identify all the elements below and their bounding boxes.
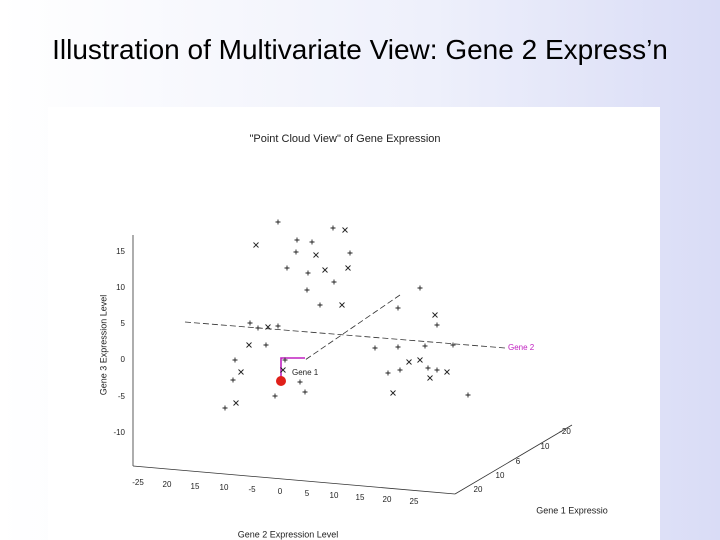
point (422, 343, 428, 349)
z-tick-label: -5 (118, 392, 126, 401)
point (284, 265, 290, 271)
z-axis-label: Gene 3 Expression Level (98, 295, 108, 396)
y-tick-label: 20 (383, 495, 392, 504)
point (450, 342, 456, 348)
point (342, 227, 348, 233)
y-tick-label: -25 (132, 478, 144, 487)
point (331, 279, 337, 285)
point (425, 365, 431, 371)
x-tick-label: 10 (541, 442, 550, 451)
point (302, 389, 308, 395)
point (233, 400, 239, 406)
figure-title: "Point Cloud View" of Gene Expression (249, 133, 440, 145)
point (255, 325, 261, 331)
x-tick-label: 20 (474, 485, 483, 494)
point (345, 265, 351, 271)
point (385, 370, 391, 376)
point (275, 219, 281, 225)
slide-title: Illustration of Multivariate View: Gene … (52, 34, 668, 65)
point (395, 305, 401, 311)
z-tick-label: 15 (116, 247, 125, 256)
point (263, 342, 269, 348)
y-tick-label: 25 (410, 497, 419, 506)
figure-background (48, 107, 660, 540)
point (309, 239, 315, 245)
z-tick-label: 5 (121, 319, 126, 328)
gene1-label: Gene 1 (292, 368, 319, 377)
point (372, 345, 378, 351)
z-tick-label: -10 (113, 428, 125, 437)
x-tick-label: 10 (496, 471, 505, 480)
point (238, 369, 244, 375)
point (434, 367, 440, 373)
y-tick-label: 10 (330, 491, 339, 500)
point (272, 393, 278, 399)
y-tick-label: 15 (356, 493, 365, 502)
point (305, 270, 311, 276)
point (427, 375, 433, 381)
point (253, 242, 259, 248)
point (322, 267, 328, 273)
point-cloud (222, 219, 471, 411)
point (297, 379, 303, 385)
point (313, 252, 319, 258)
point (444, 369, 450, 375)
y-tick-label: 10 (220, 483, 229, 492)
y-tick-label: 5 (305, 489, 310, 498)
point (417, 357, 423, 363)
highlight-point (276, 376, 286, 386)
axes (132, 235, 573, 495)
point (434, 322, 440, 328)
point (265, 324, 271, 330)
z-tick-label: 10 (116, 283, 125, 292)
point (432, 312, 438, 318)
point (395, 344, 401, 350)
point (282, 357, 288, 363)
y-tick-label: 20 (163, 480, 172, 489)
point (246, 342, 252, 348)
point (230, 377, 236, 383)
gene1-line (304, 294, 401, 361)
point (280, 367, 286, 373)
point (465, 392, 471, 398)
point (397, 367, 403, 373)
point (330, 225, 336, 231)
point (317, 302, 323, 308)
y-tick-label: -5 (248, 485, 256, 494)
point (222, 405, 228, 411)
point (247, 320, 253, 326)
y-tick-label: 15 (191, 482, 200, 491)
point (232, 357, 238, 363)
point (275, 323, 281, 329)
point (417, 285, 423, 291)
point (390, 390, 396, 396)
point (406, 359, 412, 365)
x-tick-label: 6 (516, 457, 521, 466)
point (339, 302, 345, 308)
y-tick-label: 0 (278, 487, 283, 496)
gene2-label: Gene 2 (508, 343, 535, 352)
z-tick-label: 0 (121, 355, 126, 364)
projection (280, 357, 305, 380)
point (347, 250, 353, 256)
point (293, 249, 299, 255)
point (294, 237, 300, 243)
x-axis-label: Gene 1 Expressio (536, 505, 608, 515)
y-axis-label: Gene 2 Expression Level (238, 529, 339, 539)
x-tick-label: -20 (559, 427, 571, 436)
point (304, 287, 310, 293)
